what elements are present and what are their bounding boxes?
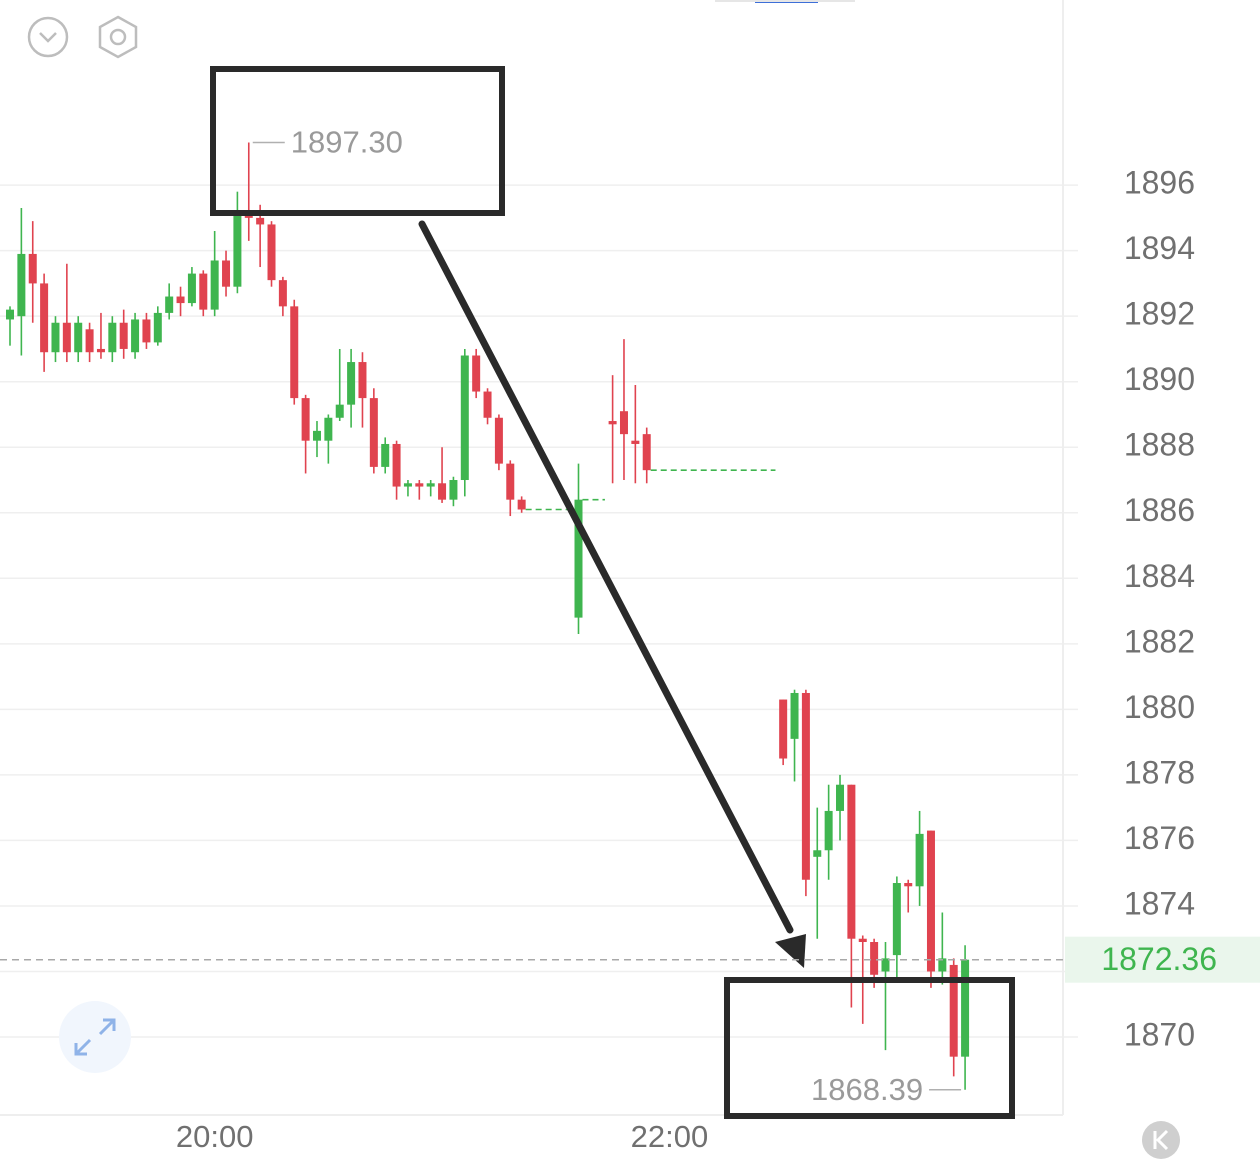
arrow-head xyxy=(775,934,806,968)
candle-body xyxy=(28,253,37,284)
candle-body xyxy=(961,959,970,1057)
candle-body xyxy=(415,483,424,487)
candle-body xyxy=(358,362,367,399)
settings-button[interactable] xyxy=(98,15,138,59)
low-label: 1868.39 xyxy=(811,1072,923,1107)
y-tick-label: 1880 xyxy=(1124,689,1195,725)
candle-body xyxy=(187,273,196,304)
candle-body xyxy=(324,417,333,441)
candle-body xyxy=(506,463,515,500)
highlight-box xyxy=(724,977,1015,1119)
candle-body xyxy=(779,699,788,759)
collapse-button[interactable] xyxy=(27,16,69,58)
candle-body xyxy=(119,322,128,349)
candle-body xyxy=(449,480,458,500)
candle-body xyxy=(392,443,401,487)
candle-body xyxy=(301,398,310,441)
candle-body xyxy=(870,941,879,975)
candle-body xyxy=(904,883,913,887)
candle-body xyxy=(176,296,185,304)
candle-body xyxy=(381,443,390,467)
candle-body xyxy=(222,260,231,287)
candle-body xyxy=(813,850,822,857)
candle-body xyxy=(267,224,276,281)
candle-body xyxy=(926,830,935,972)
candle-body xyxy=(256,217,265,225)
candle-body xyxy=(483,391,492,418)
candle-body xyxy=(426,483,435,487)
candle-body xyxy=(619,411,628,435)
candle-body xyxy=(438,483,447,500)
candle-body xyxy=(51,322,60,353)
candle-body xyxy=(199,273,208,310)
trend-arrow xyxy=(418,220,794,934)
candle-body xyxy=(369,398,378,467)
y-tick-label: 1874 xyxy=(1124,885,1195,921)
candle-body xyxy=(210,260,219,310)
y-tick-label: 1884 xyxy=(1124,558,1195,594)
candle-body xyxy=(233,211,242,287)
candle-body xyxy=(165,296,174,313)
last-price-tag xyxy=(1065,936,1260,983)
candle-body xyxy=(335,404,344,418)
y-tick-label: 1894 xyxy=(1124,230,1195,266)
candle-body xyxy=(892,883,901,956)
candle-body xyxy=(278,280,287,307)
x-tick-label: 20:00 xyxy=(176,1119,254,1154)
candle-body xyxy=(847,784,856,939)
y-tick-label: 1878 xyxy=(1124,754,1195,790)
candle-body xyxy=(642,434,651,471)
candle-body xyxy=(631,440,640,444)
candle-body xyxy=(6,309,14,320)
candle-body xyxy=(881,958,890,972)
candle-body xyxy=(824,810,833,851)
fullscreen-button[interactable] xyxy=(59,1001,131,1073)
candle-body xyxy=(153,312,162,343)
y-tick-label: 1870 xyxy=(1124,1016,1195,1052)
high-label: 1897.30 xyxy=(291,125,403,160)
candle-body xyxy=(801,692,810,880)
candle-body xyxy=(40,283,49,353)
y-tick-label: 1892 xyxy=(1124,296,1195,332)
kline-button[interactable] xyxy=(1142,1121,1180,1159)
candle-body xyxy=(836,784,845,811)
candle-body xyxy=(790,692,799,739)
candle-body xyxy=(472,355,481,392)
candle-body xyxy=(74,322,83,353)
candle-body xyxy=(608,421,617,425)
candle-body xyxy=(312,430,321,441)
candle-body xyxy=(347,362,356,405)
x-tick-label: 22:00 xyxy=(631,1119,709,1154)
candle-body xyxy=(517,499,526,510)
y-tick-label: 1888 xyxy=(1124,427,1195,463)
candle-body xyxy=(574,499,583,618)
y-tick-label: 1876 xyxy=(1124,820,1195,856)
candle-body xyxy=(108,322,117,353)
y-tick-label: 1890 xyxy=(1124,361,1195,397)
y-tick-label: 1886 xyxy=(1124,492,1195,528)
candle-body xyxy=(403,483,412,487)
candle-body xyxy=(938,958,947,972)
candle-body xyxy=(858,938,867,942)
candle-body xyxy=(460,355,469,481)
candle-body xyxy=(494,417,503,464)
candle-body xyxy=(142,319,151,343)
candle-body xyxy=(949,964,958,1057)
grid xyxy=(0,184,1078,1038)
plot xyxy=(6,142,970,1090)
highlight-box xyxy=(210,66,505,216)
candle-body xyxy=(96,348,105,353)
y-tick-label: 1882 xyxy=(1124,623,1195,659)
candle-body xyxy=(17,253,26,317)
last-price-label: 1872.36 xyxy=(1101,941,1217,977)
candle-body xyxy=(85,329,94,353)
candle-body xyxy=(131,319,140,353)
candle-body xyxy=(290,306,299,399)
y-tick-label: 1896 xyxy=(1124,165,1195,201)
candle-body xyxy=(62,322,71,353)
candle-body xyxy=(915,833,924,887)
